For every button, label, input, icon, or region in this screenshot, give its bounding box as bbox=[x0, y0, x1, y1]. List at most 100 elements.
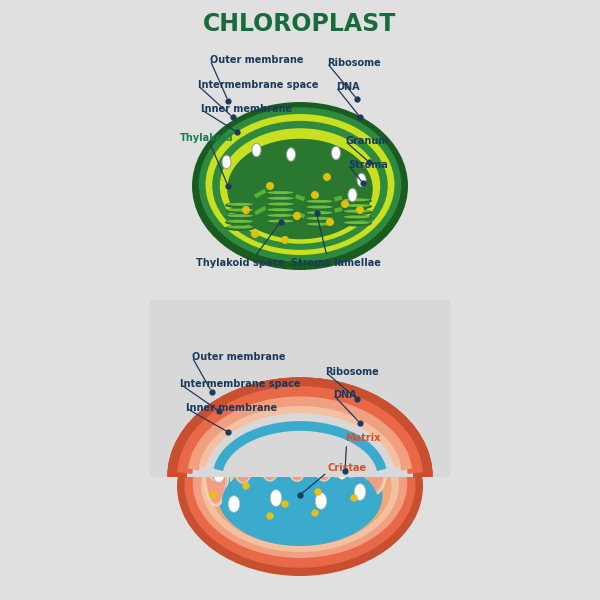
Ellipse shape bbox=[233, 435, 254, 510]
Ellipse shape bbox=[287, 438, 308, 481]
Ellipse shape bbox=[307, 217, 333, 220]
Ellipse shape bbox=[227, 139, 373, 239]
Ellipse shape bbox=[201, 417, 399, 552]
Ellipse shape bbox=[342, 220, 372, 226]
Circle shape bbox=[222, 456, 228, 462]
Circle shape bbox=[351, 495, 357, 501]
Text: MITOCHONDRIA: MITOCHONDRIA bbox=[195, 312, 405, 336]
Text: Stroma lamellae: Stroma lamellae bbox=[291, 257, 381, 268]
Ellipse shape bbox=[260, 439, 281, 481]
Ellipse shape bbox=[287, 148, 296, 161]
Ellipse shape bbox=[222, 459, 378, 543]
Ellipse shape bbox=[227, 226, 253, 229]
Text: Intermembrane space: Intermembrane space bbox=[180, 379, 301, 389]
Ellipse shape bbox=[192, 102, 408, 270]
Ellipse shape bbox=[265, 191, 296, 196]
Bar bbox=[120, 237, 480, 477]
Ellipse shape bbox=[205, 441, 227, 481]
Circle shape bbox=[326, 218, 334, 225]
Circle shape bbox=[342, 200, 348, 208]
Ellipse shape bbox=[209, 426, 392, 546]
Text: CHLOROPLAST: CHLOROPLAST bbox=[203, 12, 397, 36]
Ellipse shape bbox=[268, 197, 294, 200]
Circle shape bbox=[266, 182, 274, 190]
Text: DNA: DNA bbox=[336, 82, 359, 92]
Ellipse shape bbox=[331, 146, 341, 160]
Circle shape bbox=[210, 492, 216, 498]
Ellipse shape bbox=[199, 107, 401, 262]
Ellipse shape bbox=[222, 155, 231, 169]
Text: Inner membrane: Inner membrane bbox=[201, 104, 292, 115]
Ellipse shape bbox=[305, 211, 335, 217]
Ellipse shape bbox=[341, 441, 361, 477]
Ellipse shape bbox=[185, 401, 415, 568]
Ellipse shape bbox=[307, 223, 333, 226]
Ellipse shape bbox=[218, 444, 383, 546]
Ellipse shape bbox=[344, 204, 370, 207]
Circle shape bbox=[312, 510, 318, 516]
Ellipse shape bbox=[225, 214, 255, 220]
Ellipse shape bbox=[271, 490, 282, 506]
Ellipse shape bbox=[344, 198, 370, 202]
Ellipse shape bbox=[287, 435, 308, 507]
Text: Stroma: Stroma bbox=[348, 160, 388, 170]
Ellipse shape bbox=[341, 438, 361, 498]
Text: Ribosome: Ribosome bbox=[327, 58, 381, 68]
Ellipse shape bbox=[265, 208, 296, 214]
Ellipse shape bbox=[265, 213, 296, 219]
Ellipse shape bbox=[233, 438, 254, 483]
Text: Matrix: Matrix bbox=[345, 433, 380, 443]
Circle shape bbox=[356, 206, 364, 213]
Ellipse shape bbox=[268, 220, 294, 223]
Text: Thylakoid: Thylakoid bbox=[180, 133, 233, 143]
Ellipse shape bbox=[342, 198, 372, 204]
Ellipse shape bbox=[344, 221, 370, 224]
Ellipse shape bbox=[305, 205, 335, 211]
Ellipse shape bbox=[229, 496, 240, 512]
Ellipse shape bbox=[344, 215, 370, 218]
Circle shape bbox=[363, 462, 369, 468]
Text: Cristae: Cristae bbox=[327, 463, 366, 473]
Ellipse shape bbox=[205, 438, 227, 504]
Ellipse shape bbox=[305, 222, 335, 228]
Text: DNA: DNA bbox=[333, 389, 356, 400]
Ellipse shape bbox=[307, 205, 333, 208]
Ellipse shape bbox=[342, 215, 372, 221]
Circle shape bbox=[324, 174, 331, 180]
Ellipse shape bbox=[220, 128, 380, 244]
Ellipse shape bbox=[268, 202, 294, 205]
Ellipse shape bbox=[268, 191, 294, 194]
Ellipse shape bbox=[365, 447, 385, 476]
Text: Inner membrane: Inner membrane bbox=[186, 403, 277, 413]
Ellipse shape bbox=[212, 121, 388, 250]
Bar bbox=[120, 237, 480, 477]
Circle shape bbox=[333, 471, 339, 477]
Ellipse shape bbox=[265, 202, 296, 208]
Circle shape bbox=[261, 462, 267, 468]
Ellipse shape bbox=[365, 444, 385, 492]
Ellipse shape bbox=[227, 220, 253, 223]
Ellipse shape bbox=[227, 203, 253, 206]
Ellipse shape bbox=[225, 225, 255, 231]
Ellipse shape bbox=[225, 219, 255, 225]
Ellipse shape bbox=[314, 437, 335, 505]
Ellipse shape bbox=[225, 208, 255, 214]
Ellipse shape bbox=[250, 454, 260, 470]
Text: Intermembrane space: Intermembrane space bbox=[198, 80, 319, 91]
Text: Granum: Granum bbox=[345, 136, 388, 146]
Ellipse shape bbox=[252, 143, 261, 157]
Text: Outer membrane: Outer membrane bbox=[210, 55, 304, 65]
Circle shape bbox=[294, 212, 301, 219]
Ellipse shape bbox=[268, 208, 294, 211]
Circle shape bbox=[315, 489, 321, 495]
Text: Ribosome: Ribosome bbox=[325, 367, 379, 377]
Ellipse shape bbox=[265, 196, 296, 202]
Ellipse shape bbox=[225, 202, 255, 208]
Ellipse shape bbox=[227, 214, 253, 217]
Ellipse shape bbox=[193, 408, 407, 558]
Ellipse shape bbox=[357, 173, 366, 187]
Ellipse shape bbox=[337, 463, 348, 479]
Ellipse shape bbox=[177, 396, 423, 576]
Circle shape bbox=[252, 230, 259, 237]
Circle shape bbox=[282, 236, 289, 244]
